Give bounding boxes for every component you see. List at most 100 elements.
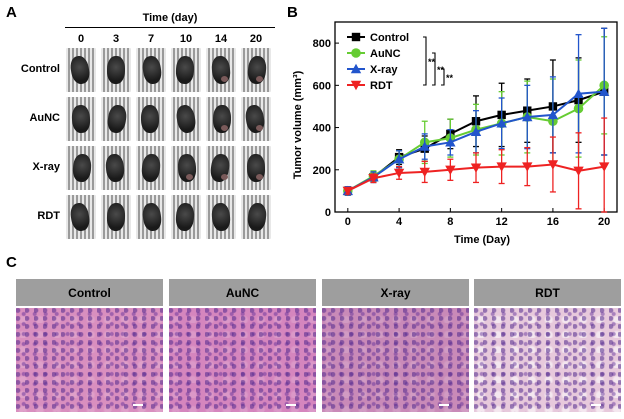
he-panel-label: X-ray [322,279,469,306]
y-tick-label: 200 [313,165,331,177]
marker-x-ray [522,111,533,122]
significance-mark: ** [437,65,445,75]
marker-x-ray [470,126,482,136]
marker-rdt [350,80,362,91]
marker-rdt [496,162,507,172]
he-stain-image [16,308,163,412]
y-axis-label: Tumor volume (mm³) [292,70,304,179]
he-stain-image [169,308,316,412]
significance-mark: ** [446,73,454,83]
time-header: Time (day) [142,12,198,24]
plot-frame [334,21,618,213]
he-panel-label: RDT [474,279,621,306]
day-header: 7 [147,33,155,45]
marker-rdt [547,160,559,170]
mouse-photo [101,97,131,141]
time-header-underline [65,27,275,28]
marker-rdt [445,165,456,175]
mouse-photo [66,195,96,239]
marker-aunc [351,48,361,58]
he-stain-image [474,308,621,412]
x-tick-label: 4 [396,216,403,228]
y-tick-label: 0 [325,207,331,219]
he-panel-label: AuNC [169,279,316,306]
mouse-photo [171,195,201,239]
group-row-label: AuNC [29,112,60,124]
mouse-photo [241,97,271,141]
day-header: 10 [179,33,193,45]
mouse-photo [206,48,236,92]
group-row-label: RDT [37,210,60,222]
group-row-label: X-ray [32,161,60,173]
mouse-photo [171,97,201,141]
mouse-photo [136,48,166,92]
marker-x-ray [393,154,405,164]
significance-bracket [441,68,445,86]
mouse-photo [101,146,131,190]
x-tick-label: 8 [447,216,453,228]
y-tick-label: 800 [313,38,331,50]
panel-b-letter: B [287,4,298,21]
x-tick-label: 12 [496,216,508,228]
marker-rdt [573,166,584,177]
mouse-photo [171,146,201,190]
scale-bar [286,404,296,406]
mouse-photo [241,48,271,92]
x-tick-label: 16 [547,216,559,228]
marker-rdt [368,174,379,184]
mouse-photo [206,97,236,141]
group-row-label: Control [20,63,60,75]
y-tick-label: 400 [313,123,331,135]
mouse-photo [241,195,271,239]
series-rdt [342,117,610,213]
legend-label: AuNC [370,48,401,60]
marker-x-ray [419,141,430,151]
marker-x-ray [598,86,610,96]
significance-bracket [423,36,427,86]
legend-label: Control [370,32,409,44]
mouse-photo [66,48,96,92]
marker-x-ray [445,137,456,147]
mouse-photo [136,97,166,141]
legend-entry-x-ray: X-ray [347,63,398,76]
day-header: 14 [214,33,228,45]
significance-mark: ** [428,57,436,67]
legend-entry-rdt: RDT [347,80,393,92]
y-tick-label: 600 [313,80,331,92]
legend-entry-aunc: AuNC [347,48,401,60]
marker-x-ray [547,109,559,120]
mouse-photo [136,146,166,190]
legend-label: X-ray [370,64,398,76]
mouse-photo [241,146,271,190]
he-panel-label: Control [16,279,163,306]
marker-rdt [522,162,533,172]
marker-rdt [470,163,482,173]
mouse-photo [66,97,96,141]
mouse-photo [206,146,236,190]
scale-bar [439,404,449,406]
panel-a-letter: A [6,4,17,21]
marker-x-ray [350,63,362,74]
marker-control [351,32,361,42]
marker-x-ray [496,118,507,128]
scale-bar [133,404,143,406]
marker-rdt [393,168,405,179]
mouse-photo [101,48,131,92]
marker-rdt [342,186,354,197]
panel-c-letter: C [6,254,17,271]
he-stain-image [322,308,469,412]
marker-x-ray [573,88,584,98]
legend-label: RDT [370,80,393,92]
mouse-photo [101,195,131,239]
significance-bracket [432,52,436,86]
mouse-photo [171,48,201,92]
mouse-photo [66,146,96,190]
day-header: 0 [77,33,85,45]
mouse-photo [136,195,166,239]
x-tick-label: 20 [598,216,610,228]
marker-rdt [419,167,430,178]
mouse-photo [206,195,236,239]
scale-bar [591,404,601,406]
day-header: 20 [249,33,263,45]
